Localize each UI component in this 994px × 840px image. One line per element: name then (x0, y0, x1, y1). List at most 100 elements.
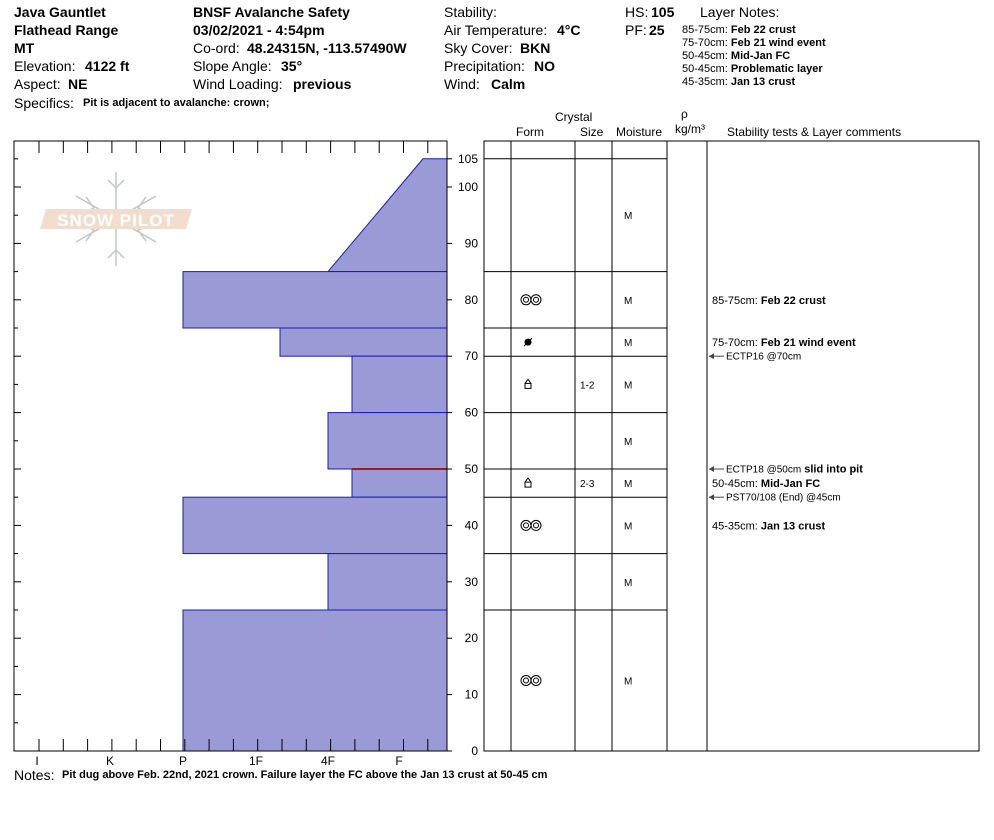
observer: BNSF Avalanche Safety (193, 4, 350, 20)
air-temp-label: Air Temperature: (444, 22, 548, 38)
hardness-tick-label: K (106, 754, 114, 768)
faceted-icon (524, 477, 532, 488)
moisture-value: M (624, 296, 632, 307)
arrow-head-icon (709, 466, 714, 472)
icon-part (520, 519, 532, 531)
wind-value: Calm (491, 76, 526, 92)
height-tick-label: 30 (465, 575, 479, 589)
height-tick-label: 100 (458, 180, 478, 194)
pf-label: PF: (625, 22, 647, 38)
snow-layer (327, 412, 448, 470)
notes-value: Pit dug above Feb. 22nd, 2021 crown. Fai… (62, 769, 548, 781)
snow-layer (326, 158, 448, 273)
crystal-header: Crystal (555, 110, 593, 124)
snow-layer (279, 327, 448, 357)
layer-note: 75-70cm: Feb 21 wind event (682, 37, 826, 49)
pf-value: 25 (649, 22, 665, 38)
crystal-size-value: 1-2 (580, 380, 595, 391)
icon-part (523, 677, 529, 684)
moisture-value: M (624, 437, 632, 448)
notes-label: Notes: (14, 767, 55, 783)
faceted-icon (524, 378, 532, 389)
icon-part (524, 382, 532, 389)
density-symbol: ρ (681, 107, 688, 121)
layer-comment-text: Mid-Jan FC (761, 478, 820, 490)
snowpilot-logo: SNOW PILOT (40, 172, 192, 266)
layer-comment-range: 45-35cm: (712, 520, 761, 532)
height-tick-label: 10 (465, 688, 479, 702)
snow-layer (182, 496, 448, 555)
height-tick-label: 40 (465, 518, 479, 532)
icon-part (520, 675, 532, 686)
layer-comment: 45-35cm: Jan 13 crust (712, 520, 825, 532)
layer-comment-range: 85-75cm: (712, 295, 761, 307)
air-temp-value: 4°C (557, 22, 581, 38)
icon-part (524, 378, 532, 384)
stability-test-comment: slid into pit (801, 464, 863, 476)
form-header: Form (516, 125, 544, 139)
state: MT (14, 40, 35, 56)
coord-value: 48.24315N, -113.57490W (247, 40, 407, 56)
layer-comment-range: 75-70cm: (712, 337, 761, 349)
wind-loading-label: Wind Loading: (193, 76, 283, 92)
graupel-icon (523, 337, 533, 347)
datetime: 03/02/2021 - 4:54pm (193, 22, 325, 38)
melt-freeze-icon (520, 294, 542, 306)
stability-test-result: ECTP16 @70cm (726, 352, 801, 363)
slope-label: Slope Angle: (193, 58, 272, 74)
layer-comment: 50-45cm: Mid-Jan FC (712, 478, 820, 490)
snow-layer (182, 271, 448, 329)
wind-label: Wind: (444, 76, 480, 92)
hs-value: 105 (651, 4, 675, 20)
layer-comment-text: Feb 21 wind event (761, 337, 856, 349)
elevation-value: 4122 ft (85, 58, 130, 74)
layer-table-frame (483, 140, 980, 752)
layer-note: 85-75cm: Feb 22 crust (682, 24, 796, 36)
height-tick-label: 90 (465, 236, 479, 250)
melt-freeze-icon (520, 675, 542, 686)
site-name: Java Gauntlet (14, 4, 106, 20)
layer-comment-text: Feb 22 crust (761, 295, 826, 307)
comments-header: Stability tests & Layer comments (727, 125, 902, 139)
stability-test: PST70/108 (End) @45cm (726, 493, 841, 504)
hs-label: HS: (625, 4, 649, 20)
icon-part (530, 294, 542, 306)
snow-layer (182, 609, 448, 752)
moisture-value: M (624, 338, 632, 349)
hardness-tick-label: F (395, 754, 402, 768)
icon-part (524, 481, 532, 488)
icon-part (523, 337, 533, 347)
layer-note: 50-45cm: Mid-Jan FC (682, 50, 791, 62)
snow-layer (351, 355, 448, 414)
precipitation-label: Precipitation: (444, 58, 525, 74)
icon-part (523, 522, 529, 529)
icon-part (533, 296, 539, 303)
melt-freeze-icon (520, 519, 542, 531)
density-unit: kg/m³ (675, 122, 705, 136)
range-name: Flathead Range (14, 22, 119, 38)
layer-comment-range: 50-45cm: (712, 478, 761, 490)
stability-test: ECTP18 @50cm slid into pit (726, 464, 863, 476)
height-tick-label: 20 (465, 631, 479, 645)
snow-layer (327, 553, 448, 611)
sky-cover-value: BKN (520, 40, 551, 56)
icon-part (530, 519, 542, 531)
moisture-header: Moisture (616, 125, 663, 139)
layer-comment-text: Jan 13 crust (761, 520, 826, 532)
moisture-value: M (624, 211, 632, 222)
layer-note: 50-45cm: Problematic layer (682, 63, 823, 75)
stability-test: ECTP16 @70cm (726, 352, 801, 363)
logo-text: SNOW PILOT (57, 211, 175, 230)
hardness-tick-label: 4F (321, 754, 335, 768)
stability-test-result: ECTP18 @50cm (726, 465, 801, 476)
layer-comment: 85-75cm: Feb 22 crust (712, 295, 826, 307)
hardness-tick-label: I (35, 754, 38, 768)
aspect-value: NE (68, 76, 88, 92)
arrow-head-icon (709, 494, 714, 501)
hardness-tick-label: P (179, 754, 187, 768)
moisture-value: M (624, 578, 632, 589)
precipitation-value: NO (534, 58, 555, 74)
height-tick-label: 105 (458, 152, 478, 166)
moisture-value: M (624, 677, 632, 688)
icon-part (523, 296, 529, 303)
